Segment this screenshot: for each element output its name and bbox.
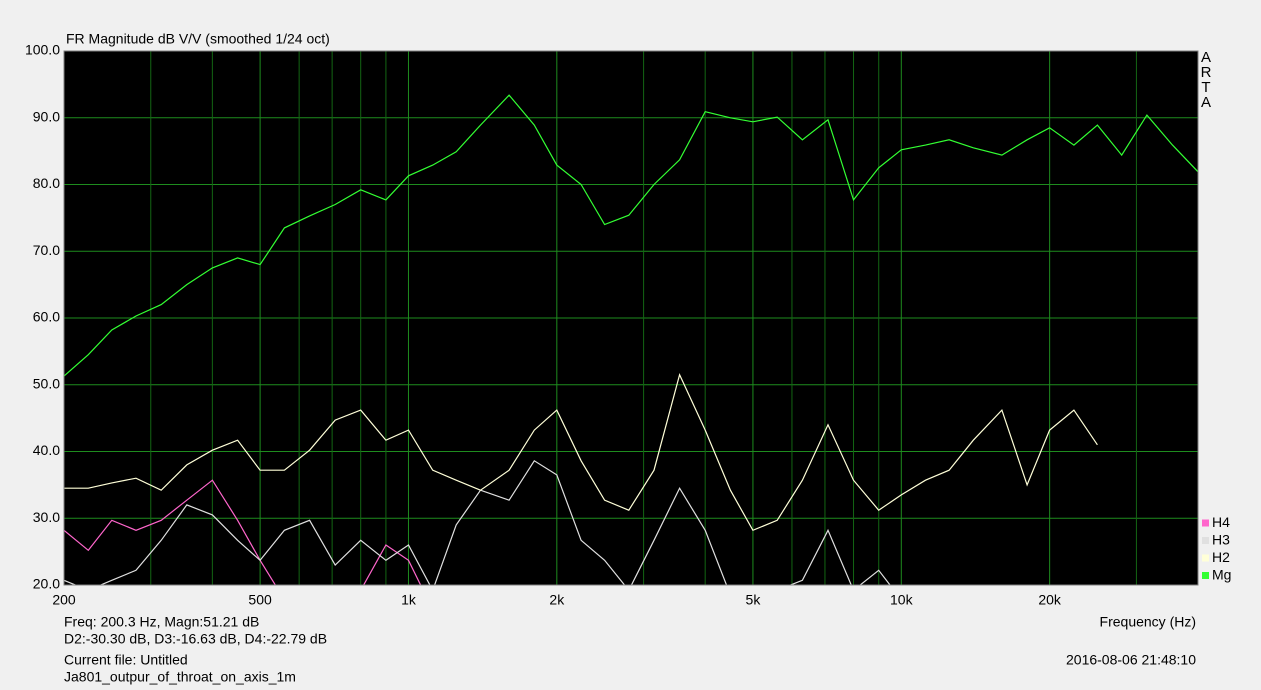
plot-lines <box>64 94 1198 585</box>
x-tick-label: 200 <box>52 592 76 608</box>
timestamp: 2016-08-06 21:48:10 <box>1066 652 1196 668</box>
x-tick-label: 10k <box>890 592 914 608</box>
x-axis-label: Frequency (Hz) <box>1100 614 1196 630</box>
legend-label: H3 <box>1212 532 1230 548</box>
x-tick-label: 2k <box>549 592 565 608</box>
x-tick-label: 1k <box>401 592 417 608</box>
legend-swatch <box>1202 554 1209 562</box>
x-tick-label: 20k <box>1038 592 1062 608</box>
legend-swatch <box>1202 519 1209 527</box>
y-tick-label: 90.0 <box>33 108 60 124</box>
y-tick-label: 70.0 <box>33 242 60 258</box>
y-tick-label: 40.0 <box>33 442 60 458</box>
legend-label: H4 <box>1212 514 1230 530</box>
watermark: ARTA <box>1200 49 1212 111</box>
series-line <box>64 372 1098 532</box>
distortion-readout: D2:-30.30 dB, D3:-16.63 dB, D4:-22.79 dB <box>64 631 327 647</box>
chart-title: FR Magnitude dB V/V (smoothed 1/24 oct) <box>66 31 330 47</box>
current-file: Current file: Untitled <box>64 652 188 668</box>
legend-swatch <box>1202 572 1209 579</box>
legend-label: H2 <box>1212 549 1230 565</box>
measurement-name: Ja801_outpur_of_throat_on_axis_1m <box>64 669 296 685</box>
series-line <box>64 479 422 585</box>
cursor-readout: Freq: 200.3 Hz, Magn:51.21 dB <box>64 614 259 630</box>
y-tick-label: 20.0 <box>33 576 60 592</box>
legend-label: Mg <box>1212 567 1231 583</box>
y-tick-label: 80.0 <box>33 175 60 191</box>
legend-swatch <box>1202 537 1209 544</box>
y-tick-label: 100.0 <box>25 42 60 58</box>
plot-frame <box>63 50 1199 586</box>
x-tick-label: 5k <box>746 592 762 608</box>
series-line <box>64 94 1198 377</box>
y-tick-label: 60.0 <box>33 309 60 325</box>
y-tick-label: 30.0 <box>33 509 60 525</box>
x-tick-label: 500 <box>248 592 272 608</box>
y-tick-label: 50.0 <box>33 375 60 391</box>
